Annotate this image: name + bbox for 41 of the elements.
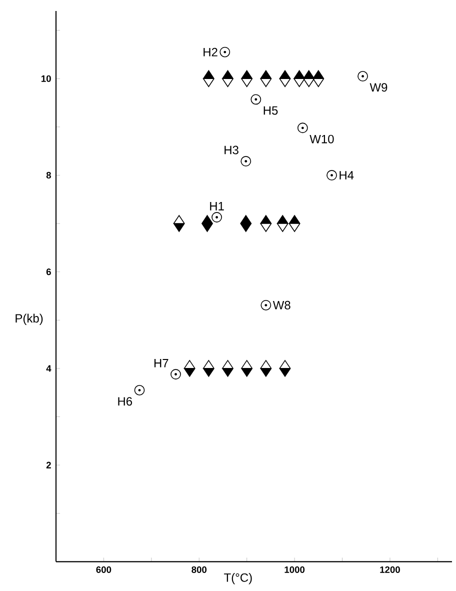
point: [170, 369, 181, 380]
point: [220, 46, 230, 58]
point: [288, 215, 300, 232]
y-tick-label: 6: [46, 268, 51, 276]
point: [358, 71, 368, 82]
point: [250, 94, 262, 105]
y-tick-label: 2: [46, 462, 51, 468]
annotation: H3: [224, 146, 238, 154]
point: [326, 170, 337, 180]
annotation: H4: [340, 171, 354, 180]
point: [202, 360, 214, 377]
point: [279, 360, 291, 377]
annotation: H6: [118, 397, 132, 406]
point: [134, 384, 145, 396]
point: [260, 300, 272, 310]
point: [241, 360, 253, 377]
annotation: H2: [204, 48, 218, 56]
x-tick-label: 800: [192, 566, 207, 573]
x-axis-title: T(°C): [224, 573, 252, 584]
point: [260, 360, 272, 377]
point: [173, 215, 185, 232]
annotation: H1: [210, 202, 224, 210]
point: [184, 360, 196, 377]
x-tick-label: 1200: [380, 566, 400, 573]
point: [240, 215, 252, 232]
x-tick-label: 1000: [284, 566, 305, 573]
annotation: H5: [264, 106, 278, 115]
point: [260, 215, 272, 232]
point: [240, 156, 252, 166]
annotation: W8: [272, 300, 290, 310]
y-axis-title: P(kb): [16, 314, 43, 325]
annotation: H7: [154, 359, 168, 368]
y-tick-label: 10: [41, 75, 51, 82]
annotation: W9: [370, 83, 388, 92]
point: [212, 212, 222, 222]
x-tick-label: 600: [96, 566, 112, 573]
annotation: W10: [310, 134, 334, 144]
y-tick-label: 8: [46, 172, 51, 179]
y-tick-label: 4: [46, 365, 52, 372]
point: [297, 122, 308, 134]
point: [276, 215, 288, 232]
